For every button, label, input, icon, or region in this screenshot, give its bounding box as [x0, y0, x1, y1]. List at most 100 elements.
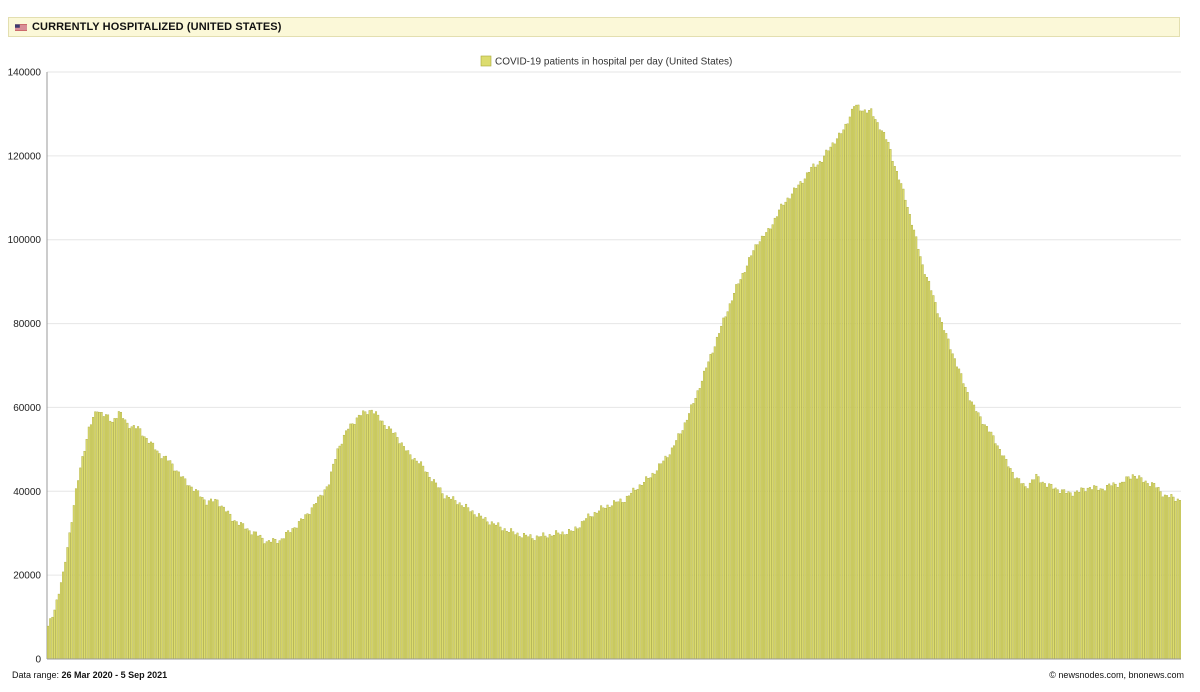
bar [831, 142, 834, 660]
bar [623, 502, 626, 660]
bar [1103, 490, 1106, 660]
bar [771, 224, 774, 660]
bar [227, 510, 230, 660]
bar [709, 354, 712, 660]
bar [975, 411, 978, 660]
bar [507, 532, 510, 660]
bar [835, 138, 838, 660]
bar [317, 496, 320, 660]
bar [1108, 483, 1111, 660]
bar [1114, 483, 1117, 660]
bar [919, 256, 922, 660]
bar [109, 420, 112, 660]
bar [838, 132, 841, 660]
bar [381, 420, 384, 660]
bar [561, 531, 564, 660]
bar [480, 515, 483, 660]
bar [615, 501, 618, 660]
bar [276, 543, 279, 660]
bar [540, 536, 543, 660]
bar [964, 386, 967, 660]
bar [683, 422, 686, 660]
bar [934, 302, 937, 660]
bar [1086, 487, 1089, 660]
bar [377, 414, 380, 660]
bar [510, 528, 513, 660]
y-tick-label: 120000 [8, 151, 42, 162]
bar [840, 133, 843, 660]
bar [85, 439, 88, 660]
bar [210, 498, 212, 660]
bar [409, 454, 412, 660]
bar [816, 164, 819, 660]
bar [930, 290, 933, 660]
bar [863, 109, 866, 660]
bar [336, 448, 339, 660]
bar [92, 417, 95, 660]
bar [565, 534, 568, 660]
bar [553, 535, 555, 660]
bar [263, 543, 266, 660]
bar [402, 446, 405, 660]
bar [372, 413, 375, 660]
bar [949, 349, 952, 660]
bar [55, 599, 58, 660]
y-tick-label: 40000 [13, 487, 41, 498]
bar [454, 500, 457, 660]
y-tick-label: 60000 [13, 403, 41, 414]
bar [1151, 482, 1154, 660]
bar [718, 333, 721, 660]
bar [795, 188, 798, 660]
bar [542, 532, 545, 660]
bar [282, 538, 285, 660]
bar [829, 146, 832, 660]
bar [563, 534, 566, 660]
bar [407, 450, 410, 660]
bar [690, 404, 693, 660]
bar [458, 502, 461, 660]
bar [128, 428, 131, 660]
bar [445, 495, 448, 660]
bar [765, 232, 768, 660]
bar [788, 198, 791, 660]
bar [928, 280, 931, 660]
bar [357, 414, 360, 660]
bar [126, 422, 129, 660]
bar [1129, 478, 1132, 660]
bar [390, 428, 393, 660]
bar [1022, 483, 1025, 660]
bar [117, 411, 120, 660]
bar [387, 426, 390, 660]
bar [430, 481, 433, 660]
bar [1127, 476, 1130, 660]
bar [979, 416, 982, 660]
bar [745, 265, 748, 660]
bar [1097, 490, 1100, 660]
bar [803, 178, 806, 660]
bar [104, 414, 107, 660]
bar [568, 529, 570, 660]
bar [707, 361, 710, 660]
bar [426, 472, 429, 660]
bar [111, 421, 114, 660]
bar [396, 437, 399, 660]
bar [784, 201, 787, 660]
bar [1018, 478, 1021, 660]
bar [906, 207, 909, 660]
bar [237, 524, 240, 660]
bar [267, 540, 270, 660]
bar [818, 160, 821, 660]
bar [660, 463, 663, 660]
bar [941, 322, 943, 660]
bar [591, 516, 594, 660]
data-range-start: 26 Mar 2020 [61, 670, 113, 680]
bar [1172, 496, 1175, 660]
bar [383, 425, 386, 660]
bar [492, 523, 495, 660]
bar [703, 370, 706, 660]
bar [887, 141, 890, 660]
bar [437, 487, 440, 660]
bar [413, 458, 416, 660]
bar [876, 122, 879, 660]
bar [677, 433, 680, 660]
